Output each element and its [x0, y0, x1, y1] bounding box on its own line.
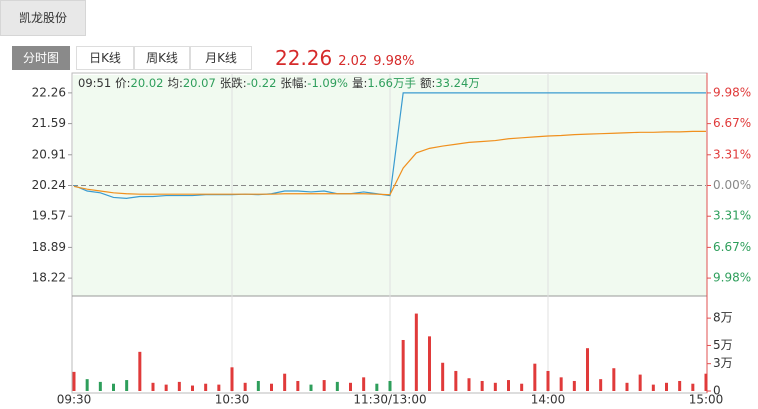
y2-tick-label: 6.67% — [713, 116, 751, 130]
view-tab[interactable]: 分时图 — [12, 46, 70, 70]
volume-bar — [678, 380, 682, 391]
volume-bar — [533, 363, 537, 391]
info-label: 价: — [115, 76, 131, 90]
y2-tick-label: 9.98% — [713, 271, 751, 285]
volume-bar — [112, 383, 115, 391]
info-line: 09:51 价:20.02 均:20.07 张跌:-0.22 张幅:-1.09% 量:1.… — [78, 75, 484, 91]
y-tick-label: 20.24 — [32, 178, 66, 192]
volume-bar — [72, 371, 76, 391]
volume-tick-label: 5万 — [713, 338, 733, 352]
quote-pct: 9.98% — [373, 54, 415, 69]
info-value: 20.02 — [130, 76, 164, 90]
volume-bar — [362, 377, 366, 391]
y2-tick-label: 3.31% — [713, 147, 751, 161]
volume-bar — [493, 382, 497, 391]
volume-bar — [256, 380, 260, 391]
price-line — [73, 130, 706, 196]
view-tab[interactable]: 月K线 — [190, 46, 252, 70]
volume-bar — [349, 382, 352, 391]
volume-bar — [638, 374, 642, 391]
volume-bar — [335, 381, 339, 391]
volume-bar — [454, 370, 458, 391]
y2-tick-label: 9.98% — [713, 85, 751, 99]
volume-bar — [177, 381, 181, 391]
volume-bar — [704, 373, 708, 391]
y2-tick-label: 3.31% — [713, 209, 751, 223]
volume-bar — [191, 385, 194, 391]
x-tick-label: 11:30/13:00 — [353, 393, 426, 407]
volume-bar — [665, 382, 668, 391]
info-value: 1.66万手 — [367, 76, 416, 90]
volume-bar — [204, 383, 208, 391]
volume-bar — [243, 382, 247, 391]
y-tick-label: 22.26 — [32, 85, 66, 99]
volume-bar — [625, 382, 629, 391]
volume-bar — [217, 384, 221, 391]
volume-bar — [270, 383, 273, 391]
x-tick-label: 10:30 — [215, 393, 250, 407]
volume-bar — [546, 370, 550, 391]
volume-bar — [296, 380, 300, 391]
x-tick-label: 09:30 — [57, 393, 92, 407]
y-tick-label: 18.22 — [32, 271, 66, 285]
volume-bar — [388, 380, 392, 391]
y2-tick-label: 6.67% — [713, 240, 751, 254]
y-tick-label: 20.91 — [32, 147, 66, 161]
volume-tick-label: 3万 — [713, 356, 733, 370]
volume-bar — [375, 383, 379, 391]
info-label: 额: — [419, 76, 436, 90]
volume-tick-label: 8万 — [713, 311, 733, 325]
volume-bar — [283, 373, 287, 391]
info-label: 张跌: — [219, 76, 247, 90]
volume-bar — [230, 367, 234, 391]
info-label: 均: — [167, 76, 183, 90]
volume-bar — [441, 362, 445, 391]
y2-tick-label: 0.00% — [713, 178, 751, 192]
x-tick-label: 15:00 — [689, 393, 724, 407]
volume-bar — [322, 380, 326, 391]
volume-bar — [599, 379, 603, 391]
volume-bar — [612, 368, 616, 391]
volume-bar — [164, 384, 168, 391]
stock-tab[interactable]: 凯龙股份 — [0, 0, 86, 36]
info-label: 张幅: — [280, 76, 308, 90]
price-line — [73, 92, 706, 199]
volume-tick-label: 0 — [713, 384, 721, 398]
info-label: 量: — [351, 76, 368, 90]
volume-bar — [467, 378, 471, 391]
view-tab[interactable]: 日K线 — [76, 46, 134, 70]
volume-bar — [586, 348, 589, 391]
info-value: -1.09% — [307, 76, 348, 90]
volume-bar — [151, 382, 155, 391]
info-value: 20.07 — [182, 76, 216, 90]
volume-bar — [507, 380, 510, 391]
volume-bar — [559, 377, 563, 391]
quote-change: 2.02 — [338, 54, 368, 69]
volume-bar — [125, 380, 129, 391]
volume-bar — [414, 313, 418, 391]
volume-bar — [520, 383, 524, 391]
quote-price: 22.26 — [275, 46, 333, 70]
volume-bar — [651, 384, 655, 391]
info-value: -0.22 — [246, 76, 277, 90]
quote: 22.26 2.02 9.98% — [275, 46, 415, 70]
volume-bar — [138, 351, 142, 391]
volume-bar — [85, 379, 89, 391]
volume-bar — [691, 383, 695, 391]
volume-bar — [309, 384, 313, 391]
y-tick-label: 18.89 — [32, 240, 66, 254]
y-tick-label: 19.57 — [32, 209, 66, 223]
volume-bar — [480, 380, 484, 391]
x-tick-label: 14:00 — [531, 393, 566, 407]
volume-bar — [401, 339, 405, 391]
info-value: 33.24万 — [435, 76, 480, 90]
view-tab[interactable]: 周K线 — [134, 46, 190, 70]
volume-bar — [572, 380, 576, 391]
info-time: 09:51 — [78, 76, 112, 90]
volume-bar — [98, 381, 102, 391]
y-tick-label: 21.59 — [32, 116, 66, 130]
volume-bar — [428, 336, 431, 391]
